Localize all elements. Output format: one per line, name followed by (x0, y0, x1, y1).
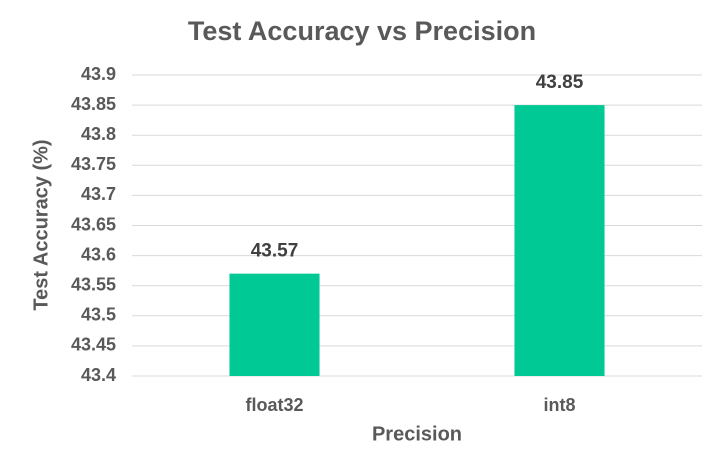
y-tick-label: 43.55 (71, 274, 116, 294)
x-axis-label: Precision (372, 423, 462, 445)
bar (514, 105, 605, 376)
x-tick-label: int8 (543, 395, 575, 415)
y-tick-label: 43.85 (71, 94, 116, 114)
y-tick-label: 43.45 (71, 335, 116, 355)
bar (229, 273, 320, 376)
y-tick-label: 43.6 (81, 244, 116, 264)
x-tick-label: float32 (245, 395, 303, 415)
y-tick-label: 43.9 (81, 64, 116, 84)
y-tick-label: 43.8 (81, 124, 116, 144)
y-tick-label: 43.5 (81, 305, 116, 325)
data-label: 43.57 (251, 241, 299, 262)
y-tick-label: 43.75 (71, 154, 116, 174)
y-tick-label: 43.65 (71, 214, 116, 234)
y-tick-label: 43.4 (81, 365, 116, 385)
chart-title: Test Accuracy vs Precision (188, 16, 536, 46)
y-tick-label: 43.7 (81, 184, 116, 204)
y-axis-label: Test Accuracy (%) (30, 139, 52, 310)
data-label: 43.85 (536, 72, 584, 93)
